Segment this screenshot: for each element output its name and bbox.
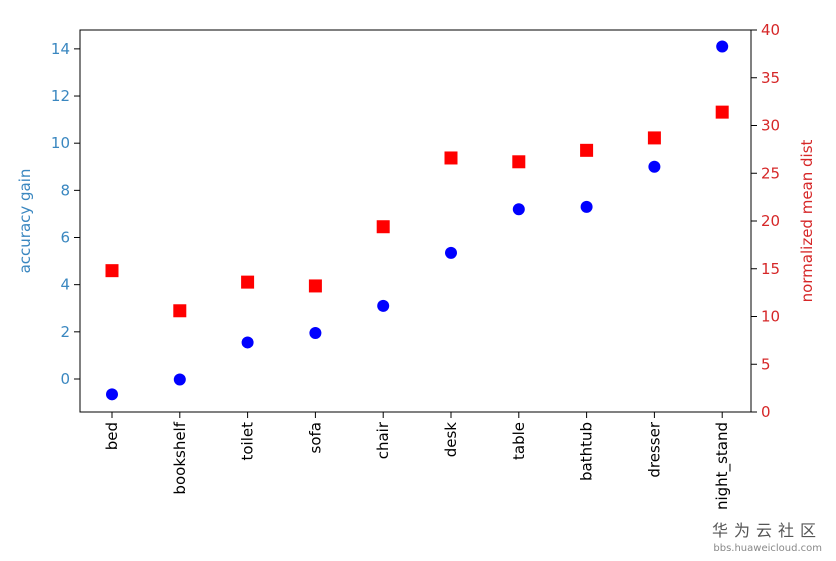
x-tick-label: bed: [103, 422, 121, 450]
right-tick-label: 35: [761, 69, 780, 87]
left-tick-label: 0: [60, 370, 70, 388]
left-tick-label: 14: [51, 40, 70, 58]
normalized-mean-dist-point: [715, 105, 729, 119]
left-tick-label: 12: [51, 87, 70, 105]
accuracy-gain-point: [648, 160, 661, 173]
x-tick-label: sofa: [306, 422, 324, 453]
normalized-mean-dist-point: [580, 143, 594, 157]
left-tick-label: 2: [60, 323, 70, 341]
accuracy-gain-point: [106, 388, 118, 401]
x-tick-label: night_stand: [713, 422, 732, 510]
right-tick-label: 0: [761, 403, 771, 421]
accuracy-gain-point: [580, 200, 593, 213]
normalized-mean-dist-point: [173, 304, 187, 318]
normalized-mean-dist-point: [376, 220, 390, 234]
left-y-axis: 0 2 4 6 8 10 12 14: [51, 40, 80, 388]
accuracy-gain-point: [445, 246, 457, 259]
x-tick-label: dresser: [645, 421, 663, 477]
right-tick-label: 15: [761, 260, 780, 278]
accuracy-gain-point: [241, 336, 254, 349]
watermark-title: 华为云社区: [711, 521, 822, 540]
left-tick-label: 10: [51, 134, 70, 152]
accuracy-gain-point: [173, 373, 186, 386]
left-tick-label: 4: [60, 276, 70, 294]
x-tick-label: toilet: [239, 422, 257, 461]
normalized-mean-dist-point: [105, 264, 119, 278]
right-tick-label: 30: [761, 117, 780, 135]
normalized-mean-dist-point: [444, 151, 458, 165]
watermark-url: bbs.huaweicloud.com: [713, 543, 822, 554]
normalized-mean-dist-point: [241, 275, 255, 289]
left-tick-label: 8: [60, 181, 70, 199]
right-tick-label: 10: [761, 308, 780, 326]
normalized-mean-dist-point: [308, 279, 322, 293]
x-tick-label: bookshelf: [171, 421, 189, 494]
left-tick-label: 6: [60, 229, 70, 247]
accuracy-gain-series: [106, 40, 729, 401]
right-tick-label: 40: [761, 21, 780, 39]
right-y-axis: 0 5 10 15 20 25 30 35 40: [751, 21, 780, 421]
right-tick-label: 20: [761, 212, 780, 230]
y-axis-label-left: accuracy gain: [16, 169, 34, 274]
x-tick-label: chair: [374, 421, 392, 459]
right-tick-label: 5: [761, 355, 771, 373]
x-axis: bed bookshelf toilet sofa chair desk table bath…: [103, 412, 732, 510]
right-tick-label: 25: [761, 164, 780, 182]
x-tick-label: desk: [442, 422, 460, 458]
normalized-mean-dist-series: [105, 105, 729, 318]
accuracy-gain-point: [512, 203, 525, 216]
plot-area: [79, 29, 752, 413]
normalized-mean-dist-point: [647, 131, 661, 145]
accuracy-gain-point: [377, 299, 390, 312]
normalized-mean-dist-point: [512, 155, 526, 169]
accuracy-gain-point: [716, 40, 729, 53]
accuracy-gain-point: [309, 327, 322, 340]
x-tick-label: table: [510, 422, 528, 460]
y-axis-label-right: normalized mean dist: [798, 139, 816, 302]
x-tick-label: bathtub: [578, 422, 596, 481]
